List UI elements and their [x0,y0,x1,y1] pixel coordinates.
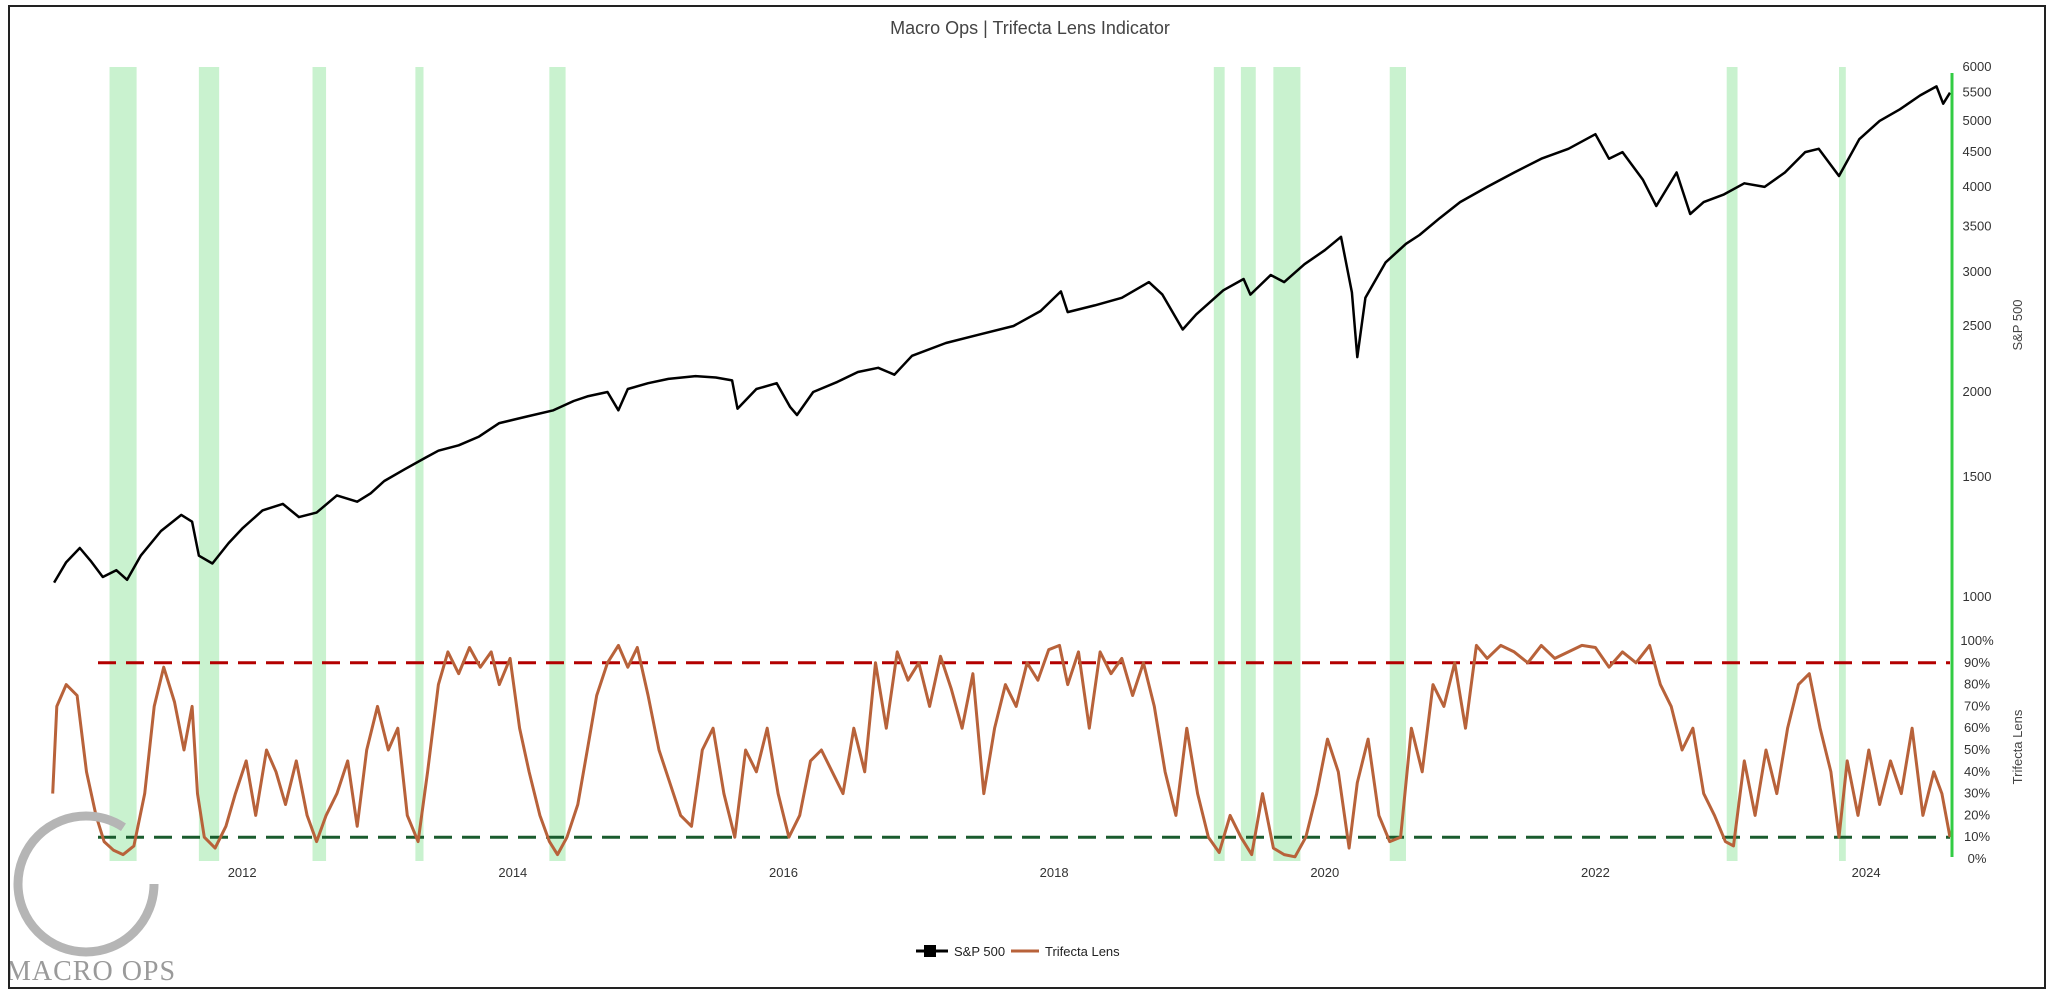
x-axis-ticks: 2012 2014 2016 2018 2020 2022 2024 [228,865,1881,880]
legend-marker-sp500 [924,945,936,957]
highlight-period-5 [1213,67,1225,861]
lens-tick-60: 60% [1964,720,1990,735]
sp500-tick-2500: 2500 [1963,318,1992,333]
sp500-tick-3000: 3000 [1963,264,1992,279]
lens-tick-50: 50% [1964,742,1990,757]
sp500-axis-title: S&P 500 [2010,299,2025,350]
series-line-trifecta-lens [51,643,1952,859]
logo-text: MACRO OPS [10,956,176,987]
legend-item-lens[interactable]: Trifecta Lens [1011,944,1120,959]
x-tick-2024: 2024 [1852,865,1881,880]
x-tick-2018: 2018 [1040,865,1069,880]
highlight-period-10 [1839,67,1846,861]
lens-tick-80: 80% [1964,677,1990,692]
lens-tick-30: 30% [1964,786,1990,801]
lens-tick-90: 90% [1964,655,1990,670]
chart-title: Macro Ops | Trifecta Lens Indicator [890,18,1170,38]
sp500-tick-5000: 5000 [1963,113,1992,128]
x-tick-2020: 2020 [1310,865,1339,880]
chart-frame: 2012 2014 2016 2018 2020 2022 2024 1000 1500 200… [8,5,2046,989]
highlight-period-8 [1389,67,1406,861]
highlight-period-4 [549,67,566,861]
legend: S&P 500 Trifecta Lens [916,944,1120,959]
series-line-sp500 [53,85,1952,584]
highlight-period-6 [1240,67,1256,861]
lens-tick-70: 70% [1964,698,1990,713]
legend-label-lens: Trifecta Lens [1045,944,1120,959]
threshold-lines [98,661,1950,839]
lens-tick-0: 0% [1968,851,1987,866]
lens-axis-ticks: 0% 10% 20% 30% 40% 50% 60% 70% 80% 90% 100% [1960,633,1994,866]
highlight-period-7 [1273,67,1301,861]
sp500-tick-6000: 6000 [1963,59,1992,74]
x-tick-2012: 2012 [228,865,257,880]
lens-tick-10: 10% [1964,829,1990,844]
sp500-tick-1000: 1000 [1963,589,1992,604]
sp500-tick-2000: 2000 [1963,384,1992,399]
highlight-period-2 [312,67,327,861]
sp500-tick-1500: 1500 [1963,469,1992,484]
sp500-axis-ticks: 1000 1500 2000 2500 3000 3500 4000 4500 5000 5500… [1963,59,1992,604]
lens-tick-20: 20% [1964,807,1990,822]
logo-circle-icon [13,811,159,957]
sp500-tick-4000: 4000 [1963,179,1992,194]
legend-label-sp500: S&P 500 [954,944,1005,959]
highlight-period-1 [198,67,220,861]
highlight-period-9 [1726,67,1738,861]
macro-ops-logo: MACRO OPS [10,811,176,987]
sp500-tick-4500: 4500 [1963,144,1992,159]
trifecta-lens-chart: 2012 2014 2016 2018 2020 2022 2024 1000 1500 200… [10,18,2025,987]
highlight-period-0 [109,67,137,861]
x-tick-2014: 2014 [498,865,527,880]
legend-item-sp500[interactable]: S&P 500 [916,944,1005,959]
highlight-period-3 [415,67,424,861]
chart-series [51,85,1952,859]
lens-tick-100: 100% [1960,633,1994,648]
x-tick-2022: 2022 [1581,865,1610,880]
lens-tick-40: 40% [1964,764,1990,779]
sp500-tick-5500: 5500 [1963,85,1992,100]
x-tick-2016: 2016 [769,865,798,880]
lens-axis-title: Trifecta Lens [2010,709,2025,784]
sp500-tick-3500: 3500 [1963,218,1992,233]
